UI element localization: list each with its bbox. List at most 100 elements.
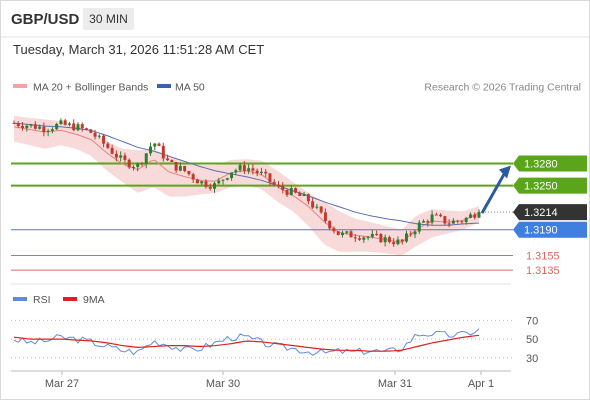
- candle: [149, 142, 153, 156]
- candle: [238, 162, 242, 173]
- candle: [319, 205, 323, 214]
- level-tag-bg: [513, 177, 587, 194]
- candle-body: [460, 221, 464, 223]
- candle-body: [358, 238, 362, 240]
- candle-body: [422, 221, 426, 223]
- candle: [136, 162, 140, 172]
- candle: [443, 215, 447, 226]
- candle: [208, 183, 212, 191]
- candle-body: [323, 212, 327, 221]
- candle-body: [264, 171, 268, 174]
- candle: [251, 163, 255, 175]
- candle: [119, 151, 123, 162]
- candle-body: [93, 132, 97, 137]
- candle: [140, 162, 144, 167]
- candle: [430, 210, 434, 225]
- candle-body: [102, 135, 106, 144]
- timeframe-badge[interactable]: 30 MIN: [83, 8, 134, 30]
- candle-body: [149, 146, 153, 154]
- candle: [375, 230, 379, 236]
- candle-body: [319, 206, 323, 213]
- time-axis-layer: Mar 27 Mar 30 Mar 31 Apr 1: [45, 371, 494, 390]
- candle-body: [468, 214, 472, 218]
- candle: [123, 152, 127, 163]
- candle: [247, 164, 251, 175]
- candle-body: [144, 153, 148, 164]
- candle-body: [383, 237, 387, 243]
- candle-body: [259, 171, 263, 174]
- candle-body: [298, 192, 302, 196]
- candle-body: [272, 181, 276, 185]
- candle: [242, 161, 246, 175]
- candle-body: [439, 214, 443, 217]
- candle-body: [25, 125, 29, 129]
- candle-body: [400, 239, 404, 242]
- ma20-legend-swatch: [13, 84, 27, 88]
- candle: [285, 188, 289, 198]
- candle: [234, 168, 238, 175]
- candle: [302, 191, 306, 197]
- candle-body: [315, 206, 319, 208]
- candle: [383, 234, 387, 247]
- candle-body: [328, 220, 332, 229]
- candle-body: [183, 166, 187, 172]
- candle: [85, 127, 89, 131]
- candle-body: [340, 232, 344, 236]
- candle-body: [332, 228, 336, 232]
- candle-body: [392, 242, 396, 245]
- candle: [468, 212, 472, 219]
- level-tag-bg: [513, 155, 587, 172]
- candle: [439, 213, 443, 218]
- candle: [370, 229, 374, 239]
- candle-body: [106, 143, 110, 148]
- candle-body: [21, 125, 25, 129]
- candle-body: [33, 124, 37, 129]
- candle-body: [302, 194, 306, 196]
- candle-body: [247, 168, 251, 172]
- candle: [204, 179, 208, 189]
- candle-body: [195, 179, 199, 184]
- ma20-line: [13, 126, 480, 243]
- level-tag-1.3214: 1.3214: [513, 204, 587, 221]
- candle: [80, 122, 84, 132]
- candle-body: [289, 188, 293, 195]
- candle: [127, 158, 131, 170]
- candle: [400, 238, 404, 245]
- candle-body: [221, 179, 225, 181]
- candle: [387, 235, 391, 244]
- candle: [294, 187, 298, 194]
- candle: [191, 172, 195, 183]
- candle-body: [353, 237, 357, 239]
- candle: [33, 121, 37, 130]
- candle-body: [191, 174, 195, 180]
- candle-body: [63, 120, 67, 125]
- candle-body: [234, 170, 238, 173]
- candle: [268, 173, 272, 187]
- candle: [396, 236, 400, 246]
- candle-body: [38, 126, 42, 129]
- candle: [426, 219, 430, 227]
- rsi-tick-30: 30: [526, 353, 538, 365]
- rsi-ma-legend-swatch: [63, 297, 77, 301]
- candle-body: [268, 173, 272, 182]
- candle: [114, 150, 118, 162]
- rsi-tick-70: 70: [526, 315, 538, 327]
- candle-body: [430, 214, 434, 223]
- candle-body: [281, 185, 285, 191]
- candle: [42, 122, 46, 137]
- candle-body: [349, 231, 353, 238]
- rsi-ma-line: [13, 334, 480, 352]
- candle: [456, 219, 460, 224]
- candle-body: [16, 123, 20, 126]
- candle-body: [387, 237, 391, 243]
- candle: [434, 212, 438, 216]
- candle: [422, 219, 426, 223]
- level-label-1.3280: 1.3280: [524, 159, 558, 171]
- level-tag-1.3280: 1.3280: [513, 155, 587, 172]
- level-label-1.3135: 1.3135: [526, 265, 560, 277]
- candle-body: [85, 128, 89, 130]
- candle: [477, 209, 481, 219]
- candle: [93, 129, 97, 140]
- candle: [38, 124, 42, 130]
